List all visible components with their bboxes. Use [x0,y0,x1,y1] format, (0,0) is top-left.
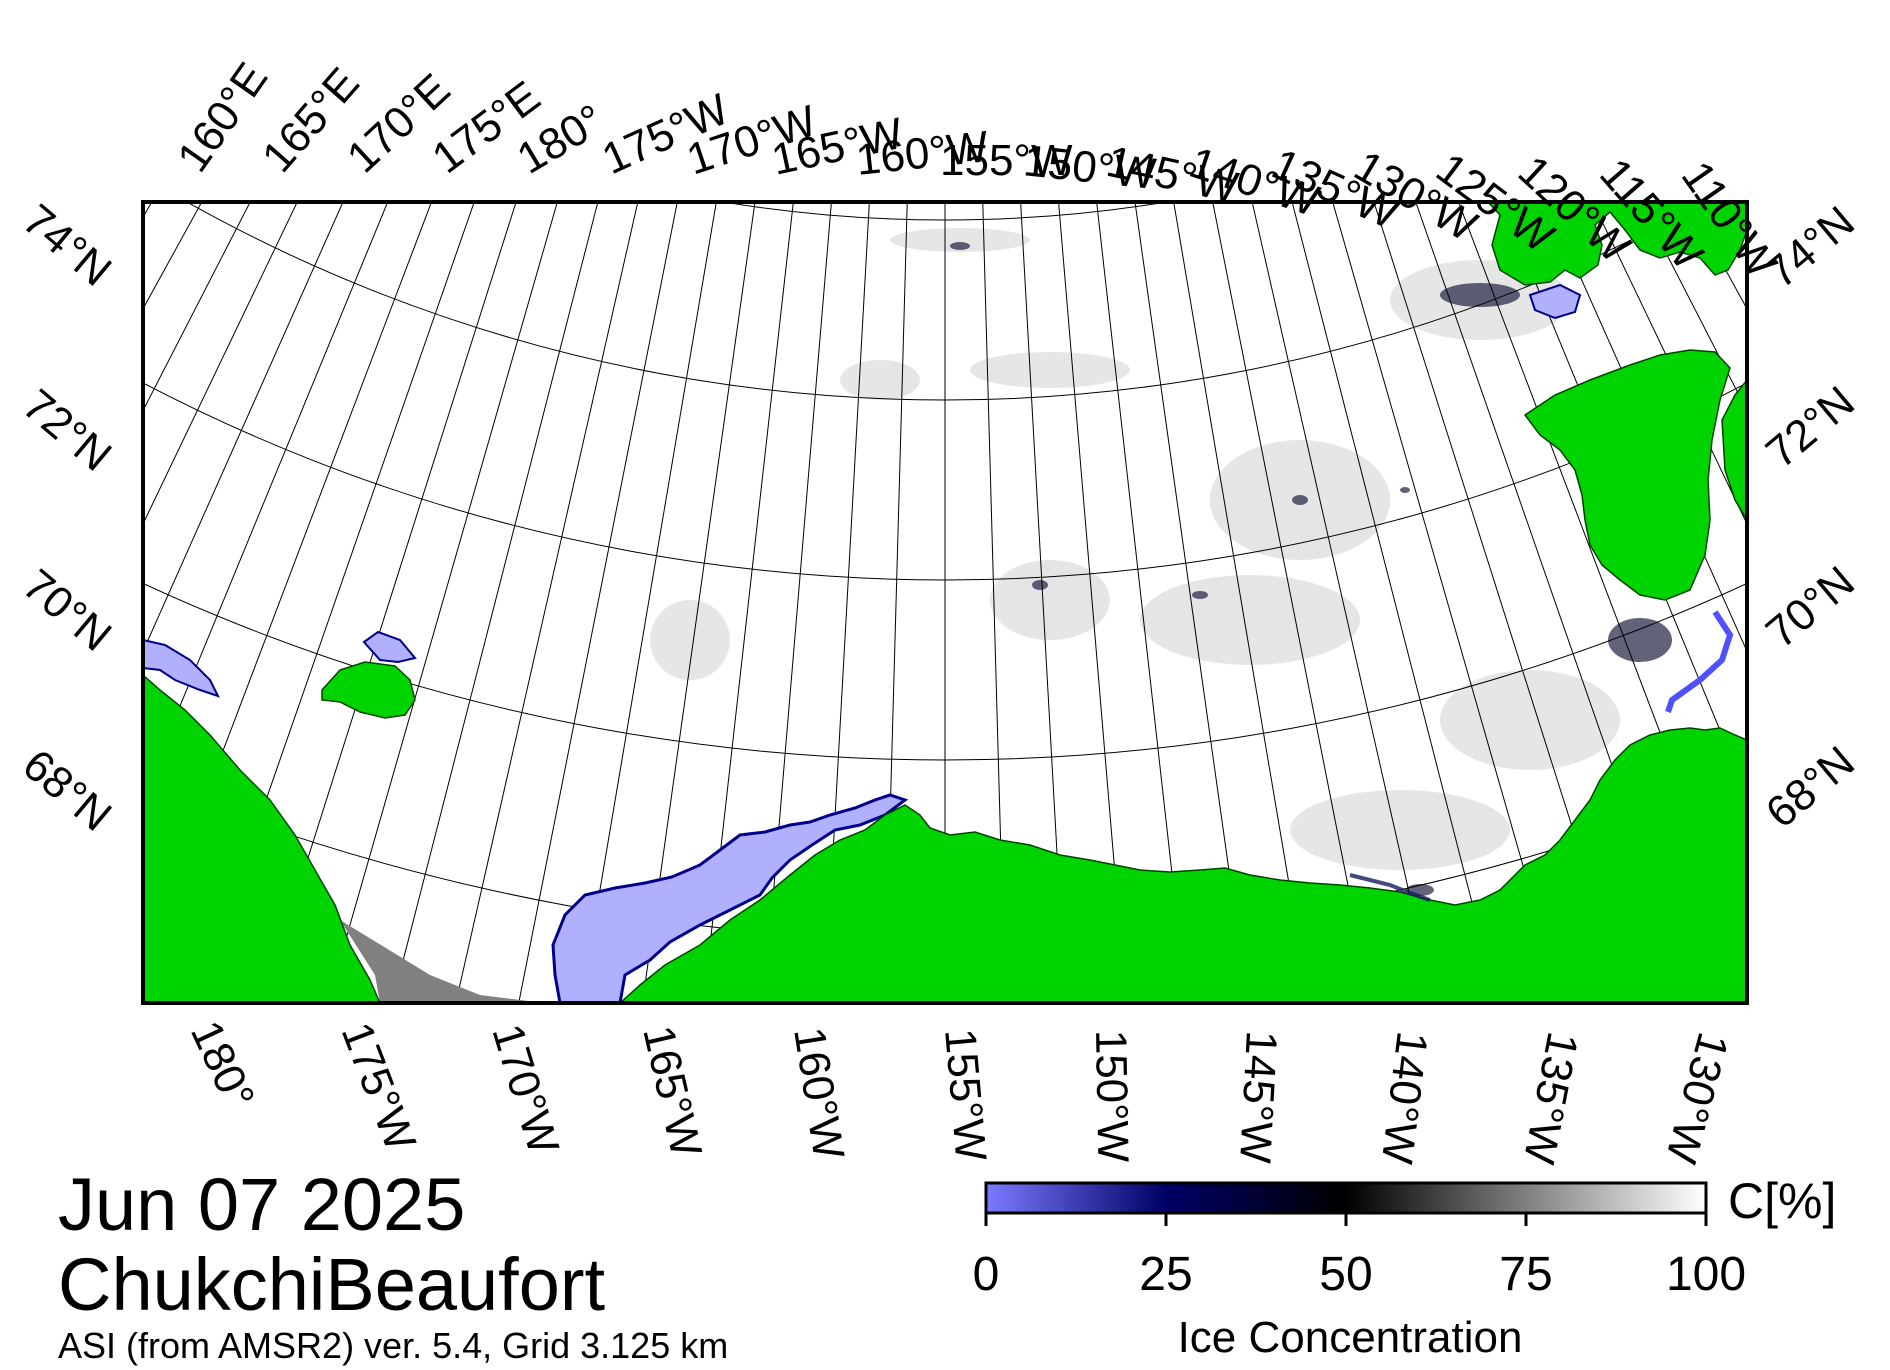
right-latitude-labels: 74°N 72°N 70°N 68°N [1757,197,1864,838]
meridian-line [143,202,389,798]
meridian-line [327,202,558,1003]
bottom-longitude-label: 175°W [332,1016,425,1158]
land-wrangel-island [321,661,416,719]
map-frame [141,200,1749,1005]
low-ice-siberia [143,638,220,698]
low-ice-wrangel [362,630,417,664]
land-alaska [618,727,1747,1003]
meridian-line [143,202,344,653]
colorbar-tick-label: 25 [1139,1248,1192,1301]
no-data-region [340,920,545,1003]
colorbar: 0 25 50 75 100 C[%] Ice Concentration [973,1173,1837,1362]
bottom-longitude-label: 145°W [1230,1029,1286,1164]
map-region: ChukchiBeaufort [58,1243,606,1326]
meridian-line [143,202,298,526]
meridian-line [518,202,678,1003]
bottom-longitude-label: 155°W [935,1027,995,1164]
bottom-longitude-label: 170°W [482,1019,568,1161]
low-ice-banks-bay [1528,283,1582,320]
bottom-longitude-label: 130°W [1656,1027,1738,1168]
right-latitude-label: 68°N [1757,737,1864,838]
left-latitude-label: 74°N [14,195,121,296]
colorbar-title: Ice Concentration [1178,1313,1523,1362]
map-panel: 160°E165°E170°E175°E180°175°W170°W165°W1… [0,0,1890,1169]
meridian-line [391,202,599,1003]
top-longitude-label: 165°E [253,59,369,182]
bottom-longitude-label: 180° [181,1014,264,1117]
bottom-longitude-label: 140°W [1372,1029,1437,1167]
colorbar-unit: C[%] [1728,1173,1836,1229]
colorbar-tick-label: 100 [1666,1248,1746,1301]
title-block: Jun 07 2025 ChukchiBeaufort ASI (from AM… [58,1163,728,1366]
bottom-longitude-label: 135°W [1514,1028,1587,1168]
left-latitude-label: 70°N [14,560,121,661]
land-banks-island [1523,349,1731,601]
meridian-line [1592,202,1747,526]
colorbar-ticks: 0 25 50 75 100 [973,1213,1746,1301]
ice-dark-shore [1349,873,1431,902]
top-longitude-label: 155°W [940,136,1073,185]
left-latitude-label: 72°N [14,380,121,481]
colorbar-tick-label: 50 [1319,1248,1372,1301]
bottom-longitude-label: 150°W [1086,1029,1137,1163]
bottom-longitude-label: 165°W [633,1021,711,1162]
ice-dark-patches [950,242,1672,896]
land [143,202,1747,1003]
top-longitude-label: 160°E [168,54,277,181]
colorbar-gradient [984,1181,1708,1215]
land-victoria-island [1721,378,1747,522]
meridian-line [455,202,639,1003]
bottom-longitude-label: 160°W [784,1024,853,1163]
colorbar-tick-label: 0 [973,1248,1000,1301]
bottom-longitude-labels: 180° 175°W 170°W 165°W 160°W 155°W 150°W 145°W 1… [181,1014,1738,1169]
product-info: ASI (from AMSR2) ver. 5.4, Grid 3.125 km [58,1325,728,1366]
meridian-line [1753,0,1890,653]
left-latitude-label: 68°N [14,740,121,841]
right-latitude-label: 72°N [1757,377,1864,478]
left-latitude-labels: 74°N 72°N 70°N 68°N [14,195,121,841]
right-latitude-label: 74°N [1757,197,1864,298]
low-ice-amundsen-gulf [1665,610,1734,713]
land-siberia [143,673,381,1003]
colorbar-tick-label: 75 [1499,1248,1552,1301]
meridian-line [0,0,138,653]
low-ice-chukchi-coast [551,793,909,1003]
right-latitude-label: 70°N [1757,557,1864,658]
map-date: Jun 07 2025 [58,1163,465,1246]
land-queen-elizabeth-islands [1486,202,1747,286]
meridian-line [0,0,109,612]
